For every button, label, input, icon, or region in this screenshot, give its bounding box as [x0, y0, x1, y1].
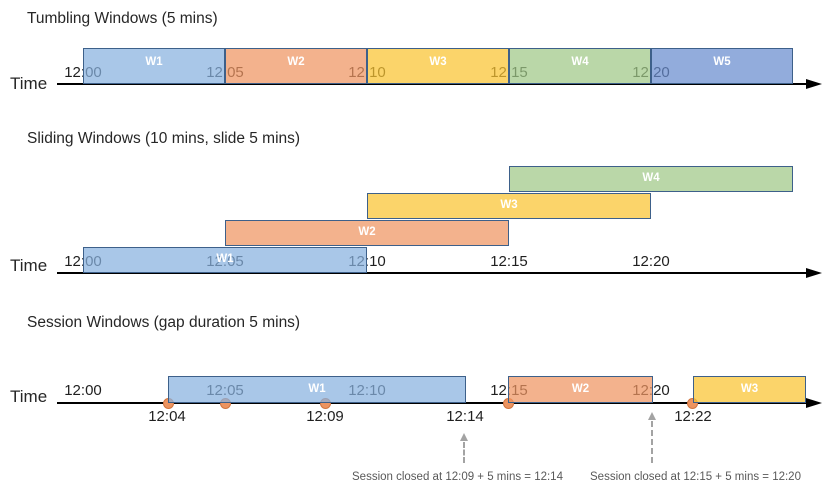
window-label: W3	[429, 56, 447, 68]
window-label: W1	[145, 56, 163, 68]
window-label: W2	[287, 56, 305, 68]
time-tick-label: 12:20	[632, 253, 670, 270]
window-box-w3	[367, 193, 651, 219]
time-axis-label: Time	[10, 387, 48, 406]
window-box-w3	[693, 376, 806, 403]
window-label: W2	[571, 383, 590, 395]
event-dot	[686, 397, 698, 409]
window-box-w4	[509, 48, 651, 84]
event-time-label: 12:14	[446, 408, 484, 425]
window-label: W4	[642, 172, 660, 184]
window-label: W2	[358, 226, 376, 238]
window-box-w2	[225, 48, 367, 84]
window-box-w3	[367, 48, 509, 84]
time-axis-line	[57, 83, 807, 85]
window-label: W4	[571, 56, 589, 68]
window-box-w1	[83, 247, 367, 273]
window-label: W5	[713, 56, 731, 68]
window-box-w2	[225, 220, 509, 246]
time-tick-label: 12:00	[64, 382, 102, 399]
annotation-arrow-line	[651, 421, 653, 463]
section-title-tumbling: Tumbling Windows (5 mins)	[27, 10, 218, 27]
window-label: W1	[308, 383, 326, 395]
time-tick-label: 12:15	[490, 253, 528, 270]
axis-arrow-icon	[806, 397, 822, 408]
event-time-label: 12:04	[148, 408, 186, 425]
window-box-w2	[508, 376, 653, 403]
annotation-arrow-icon	[647, 412, 656, 420]
session-closed-note: Session closed at 12:09 + 5 mins = 12:14	[352, 471, 563, 483]
event-time-label: 12:09	[306, 408, 344, 425]
section-title-sliding: Sliding Windows (10 mins, slide 5 mins)	[27, 130, 301, 147]
time-axis-label: Time	[10, 74, 48, 93]
window-box-w4	[509, 166, 793, 192]
window-label: W3	[740, 383, 759, 395]
event-time-label: 12:22	[674, 408, 712, 425]
window-label: W3	[500, 199, 518, 211]
time-axis-line	[57, 402, 807, 404]
window-box-w1	[168, 376, 466, 403]
session-closed-note: Session closed at 12:15 + 5 mins = 12:20	[590, 471, 801, 483]
window-label: W1	[216, 253, 234, 265]
time-axis-line	[57, 272, 807, 274]
time-axis-label: Time	[10, 256, 48, 275]
axis-arrow-icon	[806, 267, 822, 278]
section-title-session: Session Windows (gap duration 5 mins)	[27, 314, 301, 331]
axis-arrow-icon	[806, 78, 822, 89]
window-box-w1	[83, 48, 225, 84]
annotation-arrow-line	[463, 442, 465, 463]
annotation-arrow-icon	[459, 433, 468, 441]
window-box-w5	[651, 48, 793, 84]
